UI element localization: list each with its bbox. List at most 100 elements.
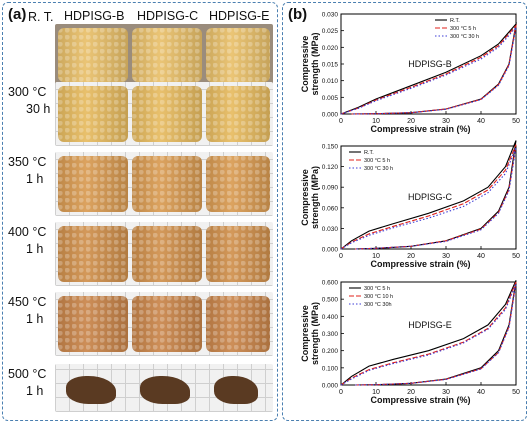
- y-tick-label: 0.020: [322, 45, 339, 52]
- y-tick-label: 0.025: [322, 28, 339, 35]
- row-duration: 1 h: [26, 312, 44, 326]
- sample-cylinder: [206, 296, 270, 352]
- y-tick-label: 0.300: [322, 331, 339, 338]
- y-tick-label: 0.100: [322, 365, 339, 372]
- sample-annotation: HDPISG-E: [408, 320, 452, 330]
- row-temperature: 450 °C: [8, 295, 47, 309]
- x-tick-label: 10: [372, 389, 380, 396]
- panel-b-label: (b): [288, 6, 308, 23]
- y-axis-label-line1: Compressive: [300, 36, 310, 93]
- row-condition-label: 400 °C 1 h: [8, 224, 46, 258]
- row-duration: 30 h: [26, 102, 51, 116]
- series-line: [340, 22, 517, 115]
- x-tick-label: 40: [477, 118, 485, 125]
- row-temperature: R. T.: [28, 10, 54, 24]
- row-condition-label: 450 °C 1 h: [8, 294, 46, 328]
- x-tick-label: 20: [407, 389, 415, 396]
- y-axis-label-line1: Compressive: [300, 305, 310, 362]
- legend-entry: R.T.: [364, 150, 374, 156]
- x-tick-label: 20: [407, 118, 415, 125]
- x-tick-label: 20: [407, 253, 415, 260]
- x-tick-label: 10: [372, 253, 380, 260]
- series-line: [340, 140, 517, 250]
- series-line: [340, 144, 517, 250]
- column-header-hdpisg-e: HDPISG-E: [209, 9, 270, 23]
- row-duration: 1 h: [26, 384, 44, 398]
- y-tick-label: 0.500: [322, 297, 339, 304]
- x-tick-label: 0: [339, 253, 343, 260]
- column-header-hdpisg-b: HDPISG-B: [64, 9, 125, 23]
- sample-cylinder: [58, 156, 128, 212]
- x-tick-label: 50: [512, 118, 520, 125]
- sample-cylinder: [206, 28, 270, 82]
- x-tick-label: 50: [512, 389, 520, 396]
- panel-a-label: (a): [8, 6, 27, 23]
- legend-entry: 300 °C 5 h: [364, 286, 390, 292]
- row-temperature: 500 °C: [8, 367, 47, 381]
- charred-sample: [66, 376, 116, 404]
- row-duration: 1 h: [26, 172, 44, 186]
- x-axis-label: Compressive strain (%): [370, 259, 470, 269]
- y-tick-label: 0.005: [322, 95, 339, 102]
- legend-entry: 300 °C 30 h: [364, 166, 393, 172]
- x-tick-label: 30: [442, 118, 450, 125]
- row-condition-label: 350 °C 1 h: [8, 154, 46, 188]
- series-line: [340, 281, 517, 386]
- sample-cylinder: [58, 86, 128, 142]
- y-axis-label-line2: strength (MPa): [310, 302, 320, 365]
- row-temperature: 300 °C: [8, 85, 47, 99]
- sample-cylinder: [132, 156, 202, 212]
- sample-annotation: HDPISG-B: [408, 59, 452, 69]
- sample-cylinder: [132, 296, 202, 352]
- x-tick-label: 0: [339, 389, 343, 396]
- series-line: [340, 25, 517, 115]
- series-line: [340, 23, 517, 115]
- row-temperature: 350 °C: [8, 155, 47, 169]
- sample-cylinder: [132, 226, 202, 282]
- y-tick-label: 0.010: [322, 78, 339, 85]
- sample-cylinder: [132, 28, 202, 82]
- y-tick-label: 0.150: [322, 144, 339, 151]
- row-condition-label: 300 °C 30 h: [8, 84, 50, 118]
- legend-entry: 300 °C 30h: [364, 302, 392, 308]
- sample-cylinder: [132, 86, 202, 142]
- y-tick-label: 0.120: [322, 164, 339, 171]
- x-tick-label: 30: [442, 253, 450, 260]
- sample-cylinder: [58, 28, 128, 82]
- x-axis-label: Compressive strain (%): [370, 395, 470, 405]
- panel-b-charts: [282, 2, 527, 421]
- x-tick-label: 10: [372, 118, 380, 125]
- plot-frame: [340, 145, 517, 250]
- sample-cylinder: [58, 226, 128, 282]
- y-tick-label: 0.000: [322, 383, 339, 390]
- column-header-hdpisg-c: HDPISG-C: [137, 9, 199, 23]
- row-condition-label: 500 °C 1 h: [8, 366, 46, 400]
- x-tick-label: 0: [339, 118, 343, 125]
- x-tick-label: 40: [477, 253, 485, 260]
- x-axis-label: Compressive strain (%): [370, 124, 470, 134]
- charred-sample: [214, 376, 258, 404]
- y-tick-label: 0.030: [322, 12, 339, 19]
- legend-entry: 300 °C 30 h: [450, 34, 479, 40]
- y-tick-label: 0.030: [322, 226, 339, 233]
- legend-entry: R.T.: [450, 18, 460, 24]
- y-tick-label: 0.400: [322, 314, 339, 321]
- row-duration: 1 h: [26, 242, 44, 256]
- y-tick-label: 0.000: [322, 112, 339, 119]
- sample-cylinder: [206, 226, 270, 282]
- y-tick-label: 0.060: [322, 205, 339, 212]
- y-tick-label: 0.600: [322, 280, 339, 287]
- sample-cylinder: [206, 156, 270, 212]
- sample-cylinder: [58, 296, 128, 352]
- x-tick-label: 30: [442, 389, 450, 396]
- legend-entry: 300 °C 5 h: [364, 158, 390, 164]
- y-tick-label: 0.000: [322, 247, 339, 254]
- y-tick-label: 0.015: [322, 62, 339, 69]
- legend-entry: 300 °C 10 h: [364, 294, 393, 300]
- panel-a-photo-grid: [2, 2, 278, 421]
- charred-sample: [140, 376, 190, 404]
- y-axis-label-line2: strength (MPa): [310, 166, 320, 229]
- sample-annotation: HDPISG-C: [408, 192, 453, 202]
- row-condition-label: R. T.: [28, 9, 53, 26]
